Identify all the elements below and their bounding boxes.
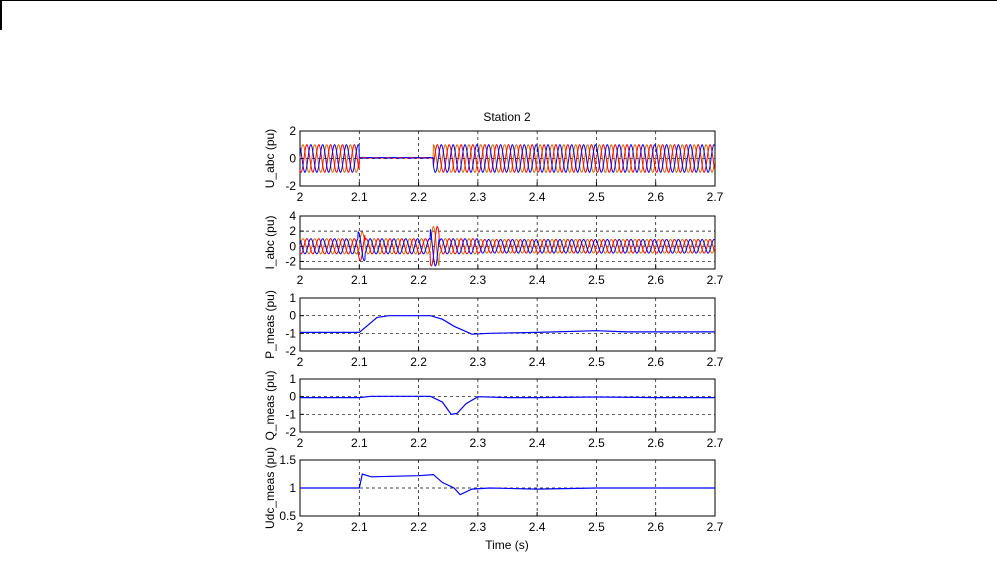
y-tick-label: -1	[285, 326, 296, 340]
x-tick-label: 2.1	[351, 520, 368, 534]
y-axis-label: I_abc (pu)	[263, 215, 277, 269]
y-tick-label: 0	[289, 390, 296, 404]
x-tick-label: 2.1	[351, 190, 368, 204]
y-tick-label: 1	[289, 291, 296, 305]
y-tick-label: 2	[289, 224, 296, 238]
x-tick-label: 2.3	[470, 520, 487, 534]
x-tick-label: 2.5	[588, 273, 605, 287]
x-tick-label: 2.3	[470, 436, 487, 450]
x-tick-label: 2.4	[529, 520, 546, 534]
series-line-phase-3	[299, 229, 716, 267]
series-line	[300, 315, 715, 335]
series-line	[300, 473, 715, 496]
left-border-tick	[0, 0, 2, 30]
y-tick-label: -1	[285, 407, 296, 421]
y-tick-label: 0	[289, 309, 296, 323]
x-tick-label: 2.4	[529, 436, 546, 450]
y-tick-label: 0	[289, 152, 296, 166]
top-border-line	[0, 0, 997, 1]
series-line-phase-1	[299, 225, 716, 266]
y-axis-label: Q_meas (pu)	[263, 370, 277, 440]
x-tick-label: 2.6	[647, 436, 664, 450]
y-tick-label: 0.5	[279, 509, 296, 523]
x-tick-label: 2.2	[410, 355, 427, 369]
x-tick-label: 2.1	[351, 273, 368, 287]
x-tick-label: 2.6	[647, 273, 664, 287]
y-tick-label: 4	[289, 209, 296, 223]
x-tick-label: 2.5	[588, 355, 605, 369]
x-tick-label: 2.2	[410, 273, 427, 287]
x-tick-label: 2.1	[351, 436, 368, 450]
y-tick-label: 1	[289, 481, 296, 495]
figure-title: Station 2	[483, 110, 531, 124]
y-tick-label: -2	[285, 425, 296, 439]
subplot-4: 2 2.1 2.2 2.3 2.4 2.5 2.6 2.7 -2 -1 0 1 Q_meas (pu)	[263, 370, 724, 450]
x-tick-label: 2	[297, 190, 304, 204]
y-axis-label: Udc_meas (pu)	[263, 447, 277, 529]
axes-frame	[299, 215, 716, 270]
x-tick-label: 2.2	[410, 436, 427, 450]
y-tick-label: -2	[285, 344, 296, 358]
x-tick-label: 2.6	[647, 355, 664, 369]
x-tick-label: 2.4	[529, 190, 546, 204]
subplot-1: 2 2.1 2.2 2.3 2.4 2.5 2.6 2.7 -2 0 2 U_abc (pu)	[263, 124, 724, 204]
x-tick-label: 2.6	[647, 520, 664, 534]
x-tick-label: 2	[297, 273, 304, 287]
x-tick-label: 2.5	[588, 520, 605, 534]
series-line-phase-3	[299, 144, 716, 173]
x-tick-label: 2.2	[410, 520, 427, 534]
x-tick-label: 2.6	[647, 190, 664, 204]
x-tick-label: 2.3	[470, 273, 487, 287]
x-tick-label: 2.3	[470, 190, 487, 204]
y-tick-label: 0	[289, 239, 296, 253]
x-tick-label: 2.3	[470, 355, 487, 369]
x-tick-label: 2	[297, 436, 304, 450]
x-tick-label: 2.1	[351, 355, 368, 369]
x-tick-label: 2.7	[707, 520, 724, 534]
series-line	[300, 395, 715, 415]
axes-frame	[299, 297, 716, 352]
y-tick-label: 1	[289, 372, 296, 386]
x-tick-label: 2.7	[707, 355, 724, 369]
x-tick-label: 2.5	[588, 190, 605, 204]
series-line-phase-2	[299, 225, 716, 267]
y-tick-label: 2	[289, 124, 296, 138]
x-tick-label: 2.7	[707, 190, 724, 204]
x-tick-label: 2.7	[707, 273, 724, 287]
x-tick-label: 2.7	[707, 436, 724, 450]
x-axis-label: Time (s)	[485, 538, 529, 552]
y-axis-label: P_meas (pu)	[263, 290, 277, 359]
axes-frame	[299, 378, 716, 433]
x-tick-label: 2.5	[588, 436, 605, 450]
y-axis-label: U_abc (pu)	[263, 129, 277, 188]
y-tick-label: 1.5	[279, 453, 296, 467]
subplot-3: 2 2.1 2.2 2.3 2.4 2.5 2.6 2.7 -2 -1 0 1 P_meas (pu)	[263, 290, 724, 369]
x-tick-label: 2.2	[410, 190, 427, 204]
x-tick-label: 2.4	[529, 273, 546, 287]
y-tick-label: -2	[285, 179, 296, 193]
x-tick-label: 2.4	[529, 355, 546, 369]
x-tick-label: 2	[297, 355, 304, 369]
y-tick-label: -2	[285, 254, 296, 268]
x-tick-label: 2	[297, 520, 304, 534]
